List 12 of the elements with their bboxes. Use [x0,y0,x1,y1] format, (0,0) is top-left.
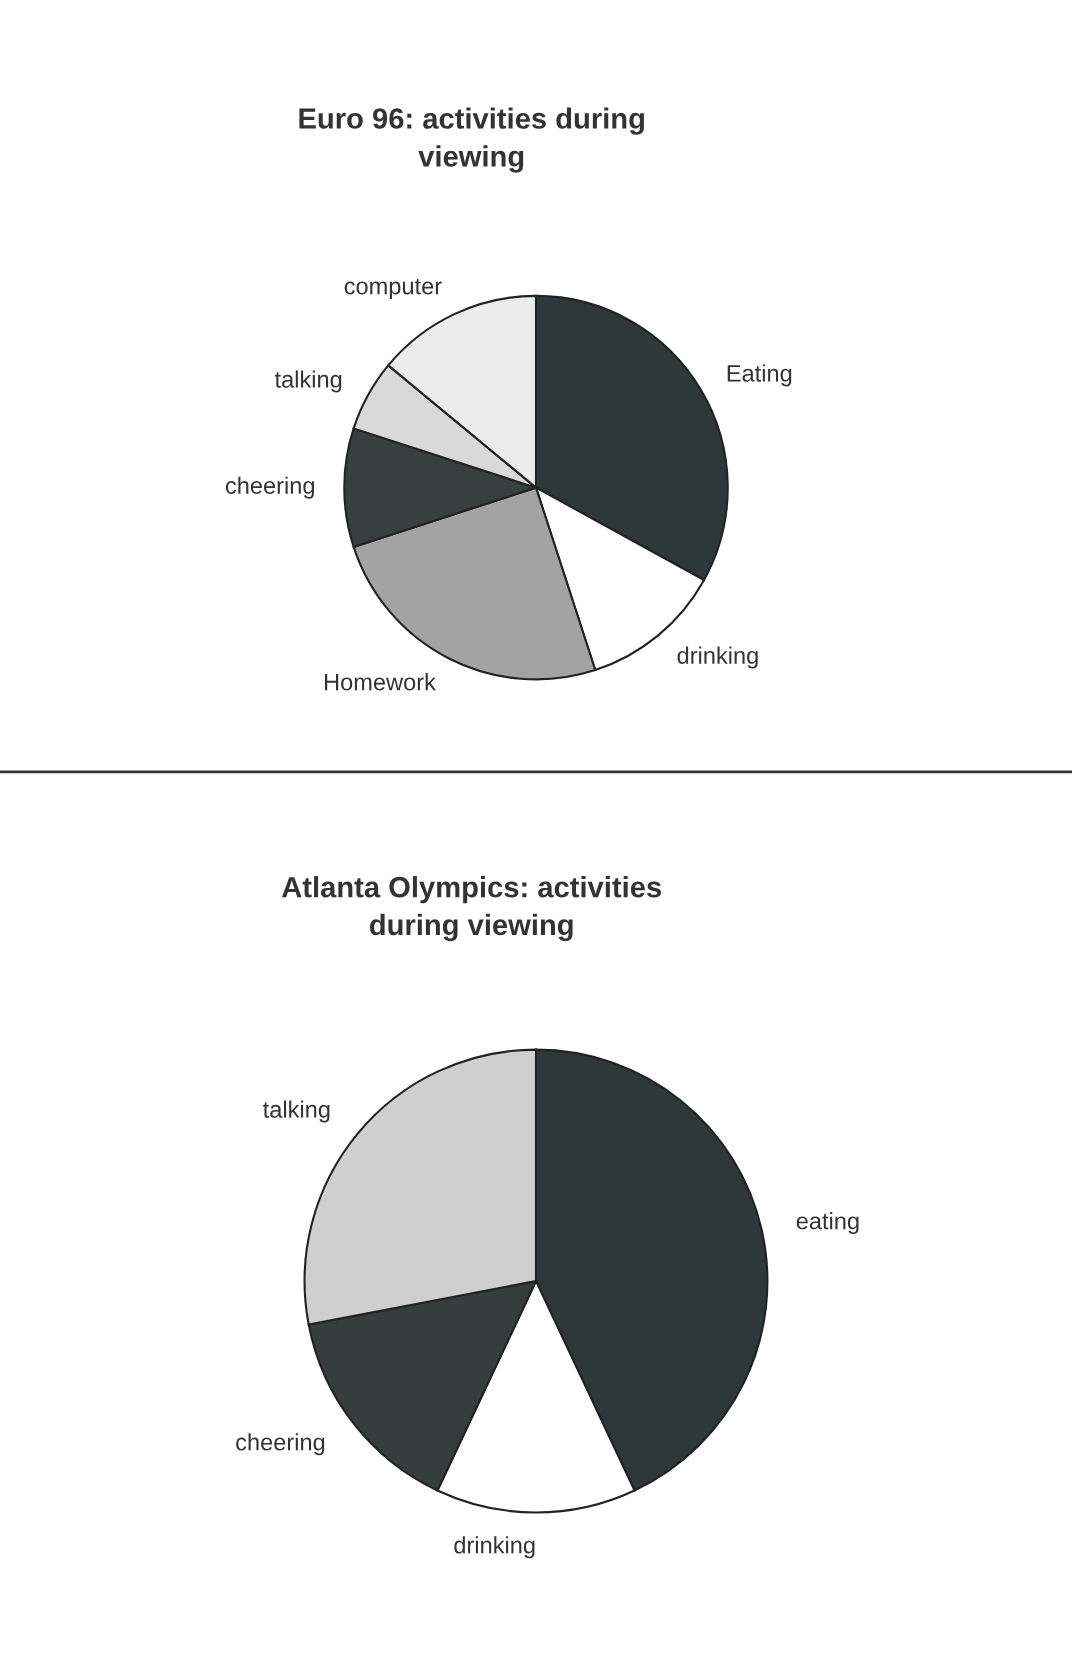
slice-label: drinking [677,646,758,669]
slice-label: cheering [225,476,314,499]
slice-label: Eating [727,364,792,387]
slice-label: Homework [325,673,436,691]
slice-label: drinking [454,1536,535,1559]
chart-title: Atlanta Olympics: activities during viewing [281,876,661,942]
slice-label: cheering [236,1433,325,1456]
slice-label: eating [796,1212,859,1235]
slice-label: talking [274,370,342,393]
slice-label: computer [344,278,442,300]
slice-label: talking [263,1100,330,1123]
chart-title: Euro 96: activities during viewing [299,107,644,173]
